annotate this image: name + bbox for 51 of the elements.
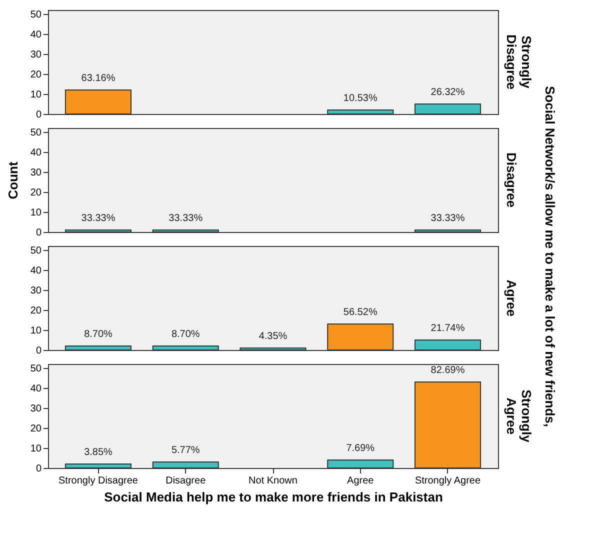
y-tick-label: 10 xyxy=(30,208,42,218)
text: Strongly Agree xyxy=(504,390,534,444)
y-tick-label: 10 xyxy=(30,90,42,100)
y-tick-label: 50 xyxy=(30,128,42,138)
y-tick-label: 40 xyxy=(30,30,42,40)
y-tick-label: 20 xyxy=(30,306,42,316)
y-tick-label: 40 xyxy=(30,148,42,158)
y-tick-label: 30 xyxy=(30,168,42,178)
y-tick-label: 20 xyxy=(30,424,42,434)
annotation: 33.33% xyxy=(81,213,116,224)
annotation: 8.70% xyxy=(171,329,200,340)
y-tick-label: 50 xyxy=(30,364,42,374)
annotation: 3.85% xyxy=(84,447,113,458)
y-tick-label: 10 xyxy=(30,326,42,336)
text: Agree xyxy=(504,280,519,316)
x-axis-title: Social Media help me to make more friends in Pakistan xyxy=(104,490,443,504)
y-tick-label: 50 xyxy=(30,10,42,20)
annotation: 33.33% xyxy=(430,213,465,224)
x-tick-label: Disagree xyxy=(166,476,206,486)
x-tick-label: Agree xyxy=(347,476,374,486)
annotation: 26.32% xyxy=(430,87,465,98)
annotation: 7.69% xyxy=(346,443,375,454)
y-tick-label: 50 xyxy=(30,246,42,256)
annotation: 8.70% xyxy=(84,329,113,340)
x-tick-label: Strongly Agree xyxy=(414,476,481,486)
y-axis-title: Count xyxy=(6,161,20,200)
annotation: 63.16% xyxy=(81,73,116,84)
text: Disagree xyxy=(504,152,519,208)
annotation: 4.35% xyxy=(258,331,288,342)
x-tick-label: Strongly Disagree xyxy=(58,476,138,486)
y-tick-label: 30 xyxy=(30,50,42,60)
annotation: 5.77% xyxy=(171,445,200,456)
y-tick-label: 0 xyxy=(36,228,42,238)
y-tick-label: 40 xyxy=(30,266,42,276)
y-tick-label: 0 xyxy=(36,110,42,120)
y-tick-label: 20 xyxy=(30,70,42,80)
y-tick-label: 20 xyxy=(30,188,42,198)
annotation: 21.74% xyxy=(430,323,465,334)
text: Social Network/s allow me to make a lot of new friends, xyxy=(542,86,558,427)
y-tick-label: 0 xyxy=(36,346,42,356)
annotation: 10.53% xyxy=(343,93,378,104)
text: Strongly Disagree xyxy=(504,34,534,90)
y-tick-label: 30 xyxy=(30,404,42,414)
annotation: 82.69% xyxy=(430,365,465,376)
y-tick-label: 30 xyxy=(30,286,42,296)
y-tick-label: 40 xyxy=(30,384,42,394)
x-tick-label: Not Known xyxy=(248,476,298,486)
annotation: 33.33% xyxy=(168,213,203,224)
y-tick-label: 0 xyxy=(36,464,42,474)
annotation: 56.52% xyxy=(343,307,378,318)
y-tick-label: 10 xyxy=(30,444,42,454)
